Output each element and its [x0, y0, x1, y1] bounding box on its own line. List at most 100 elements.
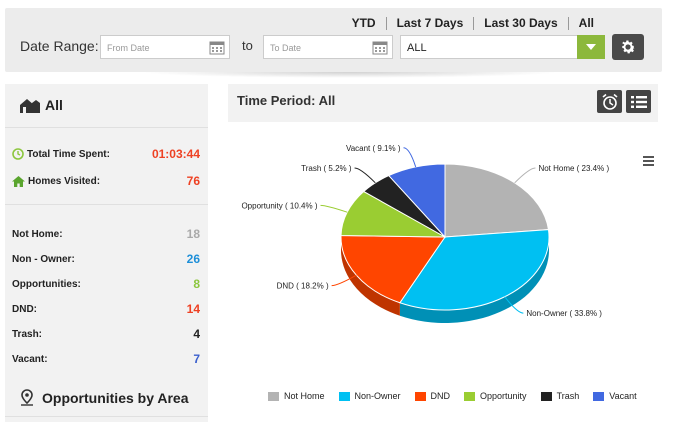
to-date-input[interactable]: To Date	[263, 35, 393, 59]
pie-slices	[340, 163, 550, 311]
legend-label: Vacant	[609, 391, 637, 401]
divider	[5, 416, 208, 417]
homes-visited-value: 76	[186, 174, 200, 188]
count-value: 7	[193, 352, 200, 366]
legend-item-dnd[interactable]: DND	[414, 391, 451, 401]
pie-slice-non-owner[interactable]	[399, 229, 550, 311]
homes-visited-label: Homes Visited:	[28, 175, 101, 187]
legend-swatch	[540, 391, 552, 401]
pie-slice-dnd[interactable]	[340, 235, 446, 304]
legend-swatch	[593, 391, 605, 401]
legend-swatch	[414, 391, 426, 401]
pie-labels: Not Home ( 23.4% ) Non-Owner ( 33.8% ) DND…	[241, 144, 609, 318]
calendar-icon[interactable]	[209, 39, 225, 55]
filter-select-value: ALL	[407, 42, 427, 54]
house-icon	[20, 99, 40, 113]
pie-label-opportunity: Opportunity ( 10.4% )	[241, 201, 317, 210]
legend-swatch	[338, 391, 350, 401]
count-label: Trash:	[12, 328, 43, 340]
all-link[interactable]: All	[578, 16, 594, 30]
pie-side-non-owner	[399, 237, 549, 323]
pie-slice-not-home[interactable]	[444, 163, 550, 238]
list-view-button[interactable]	[626, 90, 651, 113]
count-value: 18	[186, 227, 200, 241]
divider	[5, 127, 208, 128]
chart-title: Time Period: All	[237, 93, 336, 108]
map-pin-icon	[21, 389, 33, 406]
pie-side-dnd	[341, 237, 400, 316]
settings-button[interactable]	[612, 34, 644, 60]
pie-slice-vacant[interactable]	[387, 163, 446, 239]
pie-connector-vacant	[403, 147, 417, 168]
count-value: 8	[193, 277, 200, 291]
link-separator	[567, 16, 569, 30]
from-date-placeholder: From Date	[107, 43, 150, 53]
total-time-row: Total Time Spent: 01:03:44	[12, 147, 200, 161]
pie-label-dnd: DND ( 18.2% )	[277, 282, 329, 291]
pie-label-trash: Trash ( 5.2% )	[301, 164, 352, 173]
count-label: DND:	[12, 303, 37, 315]
pie-depth	[341, 237, 549, 323]
quick-date-links: YTD Last 7 Days Last 30 Days All	[342, 16, 604, 30]
count-row-vacant: Vacant: 7	[12, 352, 200, 366]
clock-icon	[12, 148, 24, 160]
last-7-days-link[interactable]: Last 7 Days	[396, 16, 464, 30]
list-icon	[630, 95, 647, 108]
filter-bar-shadow	[140, 72, 560, 78]
link-separator	[473, 16, 475, 30]
count-row-trash: Trash: 4	[12, 327, 200, 341]
count-label: Non - Owner:	[12, 253, 75, 265]
count-value: 4	[193, 327, 200, 341]
summary-title-text: All	[45, 97, 63, 113]
pie-connector-trash	[354, 167, 376, 184]
chart-legend: Not Home Non-Owner DND Opportunity Trash Vaca…	[268, 391, 637, 401]
opportunities-by-area-title: Opportunities by Area	[42, 389, 189, 406]
count-row-non-owner: Non - Owner: 26	[12, 252, 200, 266]
legend-swatch	[464, 391, 476, 401]
legend-item-trash[interactable]: Trash	[540, 391, 580, 401]
legend-label: Trash	[556, 391, 580, 401]
calendar-icon[interactable]	[372, 39, 388, 55]
pie-connector-non-owner	[504, 296, 524, 314]
last-30-days-link[interactable]: Last 30 Days	[484, 16, 558, 30]
filter-bar: YTD Last 7 Days Last 30 Days All Date Ra…	[5, 8, 662, 72]
total-time-value: 01:03:44	[151, 147, 200, 161]
filter-select[interactable]: ALL	[400, 35, 605, 59]
pie-label-non-owner: Non-Owner ( 33.8% )	[526, 309, 602, 318]
legend-item-opportunity[interactable]: Opportunity	[464, 391, 527, 401]
legend-item-not-home[interactable]: Not Home	[268, 391, 325, 401]
opportunities-by-area-header[interactable]: Opportunities by Area	[20, 389, 189, 406]
date-range-label: Date Range:	[20, 38, 99, 54]
chart-header: Time Period: All	[228, 84, 658, 122]
count-row-not-home: Not Home: 18	[12, 227, 200, 241]
legend-label: Opportunity	[480, 391, 527, 401]
pie-label-not-home: Not Home ( 23.4% )	[538, 164, 609, 173]
count-value: 14	[186, 302, 200, 316]
count-row-dnd: DND: 14	[12, 302, 200, 316]
legend-item-non-owner[interactable]: Non-Owner	[338, 391, 401, 401]
clock-view-button[interactable]	[597, 90, 622, 113]
link-separator	[385, 16, 387, 30]
legend-item-vacant[interactable]: Vacant	[593, 391, 637, 401]
pie-connector-not-home	[514, 167, 536, 184]
to-label: to	[242, 38, 253, 53]
count-label: Not Home:	[12, 228, 63, 240]
legend-swatch	[268, 391, 279, 401]
count-value: 26	[186, 252, 200, 266]
homes-visited-row: Homes Visited: 76	[12, 174, 200, 188]
total-time-label: Total Time Spent:	[27, 148, 110, 160]
to-date-placeholder: To Date	[270, 43, 302, 53]
ytd-link[interactable]: YTD	[351, 16, 376, 30]
hamburger-menu-icon[interactable]	[643, 156, 654, 168]
pie-connector-dnd	[331, 274, 357, 287]
legend-label: Non-Owner	[354, 391, 401, 401]
chevron-down-icon[interactable]	[577, 35, 605, 59]
pie-connector-opportunity	[320, 204, 348, 213]
count-label: Vacant:	[12, 353, 48, 365]
legend-label: DND	[430, 391, 451, 401]
from-date-input[interactable]: From Date	[100, 35, 230, 59]
house-icon	[12, 175, 25, 187]
divider	[5, 204, 208, 205]
summary-title: All	[19, 97, 63, 113]
legend-label: Not Home	[284, 391, 325, 401]
